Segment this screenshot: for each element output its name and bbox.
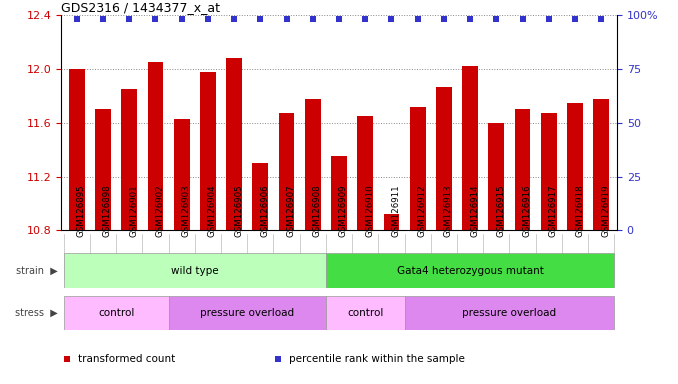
Bar <box>331 157 347 230</box>
Bar <box>64 296 169 330</box>
Text: GSM126908: GSM126908 <box>313 184 322 237</box>
Text: pressure overload: pressure overload <box>200 308 294 318</box>
Bar <box>405 296 614 330</box>
Text: percentile rank within the sample: percentile rank within the sample <box>289 354 465 364</box>
Bar <box>541 114 557 230</box>
Text: GSM126905: GSM126905 <box>234 184 243 237</box>
Text: GSM126913: GSM126913 <box>444 184 453 237</box>
Point <box>517 17 528 23</box>
Text: strain  ▶: strain ▶ <box>16 266 58 276</box>
Bar <box>488 123 504 230</box>
Bar <box>326 253 614 288</box>
Bar <box>462 66 478 230</box>
Text: GSM126907: GSM126907 <box>287 184 296 237</box>
Point <box>412 17 423 23</box>
Point <box>307 17 318 23</box>
Bar <box>305 99 321 230</box>
Bar <box>121 89 137 230</box>
Bar <box>279 114 294 230</box>
Text: stress  ▶: stress ▶ <box>15 308 58 318</box>
Text: GSM126917: GSM126917 <box>549 184 558 237</box>
Bar <box>567 103 583 230</box>
Point <box>203 17 214 23</box>
Text: GSM126898: GSM126898 <box>103 184 112 237</box>
Text: control: control <box>347 308 384 318</box>
Point <box>334 17 344 23</box>
Text: GSM126916: GSM126916 <box>523 184 532 237</box>
Point <box>570 17 580 23</box>
Point <box>439 17 450 23</box>
Text: GSM126903: GSM126903 <box>182 184 191 237</box>
Text: GSM126904: GSM126904 <box>208 184 217 237</box>
Point <box>150 17 161 23</box>
Text: GSM126915: GSM126915 <box>496 184 505 237</box>
Text: GDS2316 / 1434377_x_at: GDS2316 / 1434377_x_at <box>61 1 220 14</box>
Bar <box>174 119 190 230</box>
Point <box>386 17 397 23</box>
Text: GSM126914: GSM126914 <box>470 184 479 237</box>
Point <box>464 17 475 23</box>
Point <box>124 17 135 23</box>
Point <box>255 17 266 23</box>
Text: GSM126911: GSM126911 <box>391 184 401 237</box>
Text: GSM126901: GSM126901 <box>129 184 138 237</box>
Bar <box>515 109 530 230</box>
Bar <box>357 116 373 230</box>
Text: GSM126918: GSM126918 <box>575 184 584 237</box>
Text: GSM126910: GSM126910 <box>365 184 374 237</box>
Bar <box>410 107 426 230</box>
Bar <box>69 69 85 230</box>
Point <box>98 17 108 23</box>
Text: GSM126902: GSM126902 <box>155 184 165 237</box>
Bar <box>384 214 399 230</box>
Text: transformed count: transformed count <box>78 354 175 364</box>
Bar <box>226 58 242 230</box>
Bar <box>148 62 163 230</box>
Point <box>71 17 82 23</box>
Bar <box>326 296 405 330</box>
Bar <box>64 253 326 288</box>
Text: GSM126909: GSM126909 <box>339 184 348 237</box>
Bar <box>200 72 216 230</box>
Bar <box>169 296 326 330</box>
Bar <box>95 109 111 230</box>
Point <box>281 17 292 23</box>
Text: wild type: wild type <box>171 266 218 276</box>
Point <box>384 199 395 205</box>
Point <box>176 17 187 23</box>
Text: pressure overload: pressure overload <box>462 308 557 318</box>
Bar <box>436 87 452 230</box>
Bar <box>593 99 609 230</box>
Text: control: control <box>98 308 134 318</box>
Text: GSM126912: GSM126912 <box>418 184 426 237</box>
Point <box>596 17 607 23</box>
Text: GSM126919: GSM126919 <box>601 184 610 237</box>
Point <box>491 17 502 23</box>
Point <box>228 17 239 23</box>
Text: Gata4 heterozygous mutant: Gata4 heterozygous mutant <box>397 266 544 276</box>
Text: GSM126895: GSM126895 <box>77 184 85 237</box>
Text: GSM126906: GSM126906 <box>260 184 269 237</box>
Point <box>543 17 554 23</box>
Bar <box>252 163 268 230</box>
Point <box>360 17 371 23</box>
